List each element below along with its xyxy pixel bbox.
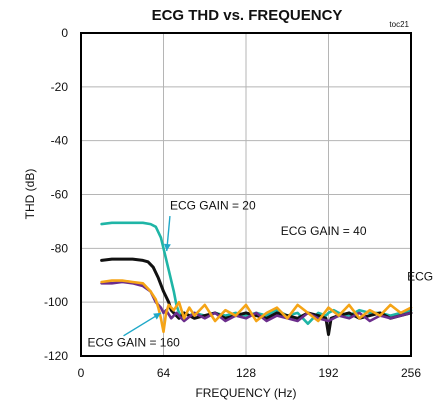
annotation-1: ECG GAIN = 40 (281, 224, 367, 238)
chart-title: ECG THD vs. FREQUENCY (152, 7, 343, 24)
grid (80, 32, 412, 357)
annotation-2: ECG GAIN = 80 (407, 270, 434, 284)
x-tick-label-3: 192 (318, 366, 338, 380)
y-tick-label-3: -60 (51, 188, 69, 202)
series-lines (100, 221, 413, 336)
y-tick-label-0: 0 (61, 26, 68, 40)
x-tick-label-0: 0 (78, 366, 85, 380)
arrow-head-1 (153, 312, 161, 320)
y-tick-label-6: -120 (44, 349, 68, 363)
x-axis-label: FREQUENCY (Hz) (195, 386, 296, 400)
plot-frame (80, 32, 412, 357)
series-line-3 (100, 279, 413, 334)
annotation-arrows (123, 215, 171, 337)
y-tick-label-1: -20 (51, 80, 69, 94)
x-tick-label-1: 64 (157, 366, 171, 380)
arrow-head-0 (163, 243, 171, 252)
x-tick-labels: 0 64 128 192 256 (78, 366, 422, 380)
y-tick-label-2: -40 (51, 134, 69, 148)
y-tick-label-4: -80 (51, 241, 69, 255)
x-tick-label-4: 256 (401, 366, 421, 380)
annotations: ECG GAIN = 20 ECG GAIN = 40 ECG GAIN = 80 E… (87, 198, 434, 349)
annotation-0: ECG GAIN = 20 (170, 198, 256, 212)
series-line-0 (100, 221, 413, 326)
series-line-1 (100, 257, 413, 336)
figure-id: toc21 (389, 20, 409, 29)
y-axis-label: THD (dB) (23, 169, 37, 220)
arrow-line-1 (123, 312, 162, 337)
x-tick-label-2: 128 (236, 366, 256, 380)
annotation-3: ECG GAIN = 160 (87, 336, 180, 350)
y-tick-label-5: -100 (44, 295, 68, 309)
y-tick-labels: 0 -20 -40 -60 -80 -100 -120 (44, 26, 68, 363)
